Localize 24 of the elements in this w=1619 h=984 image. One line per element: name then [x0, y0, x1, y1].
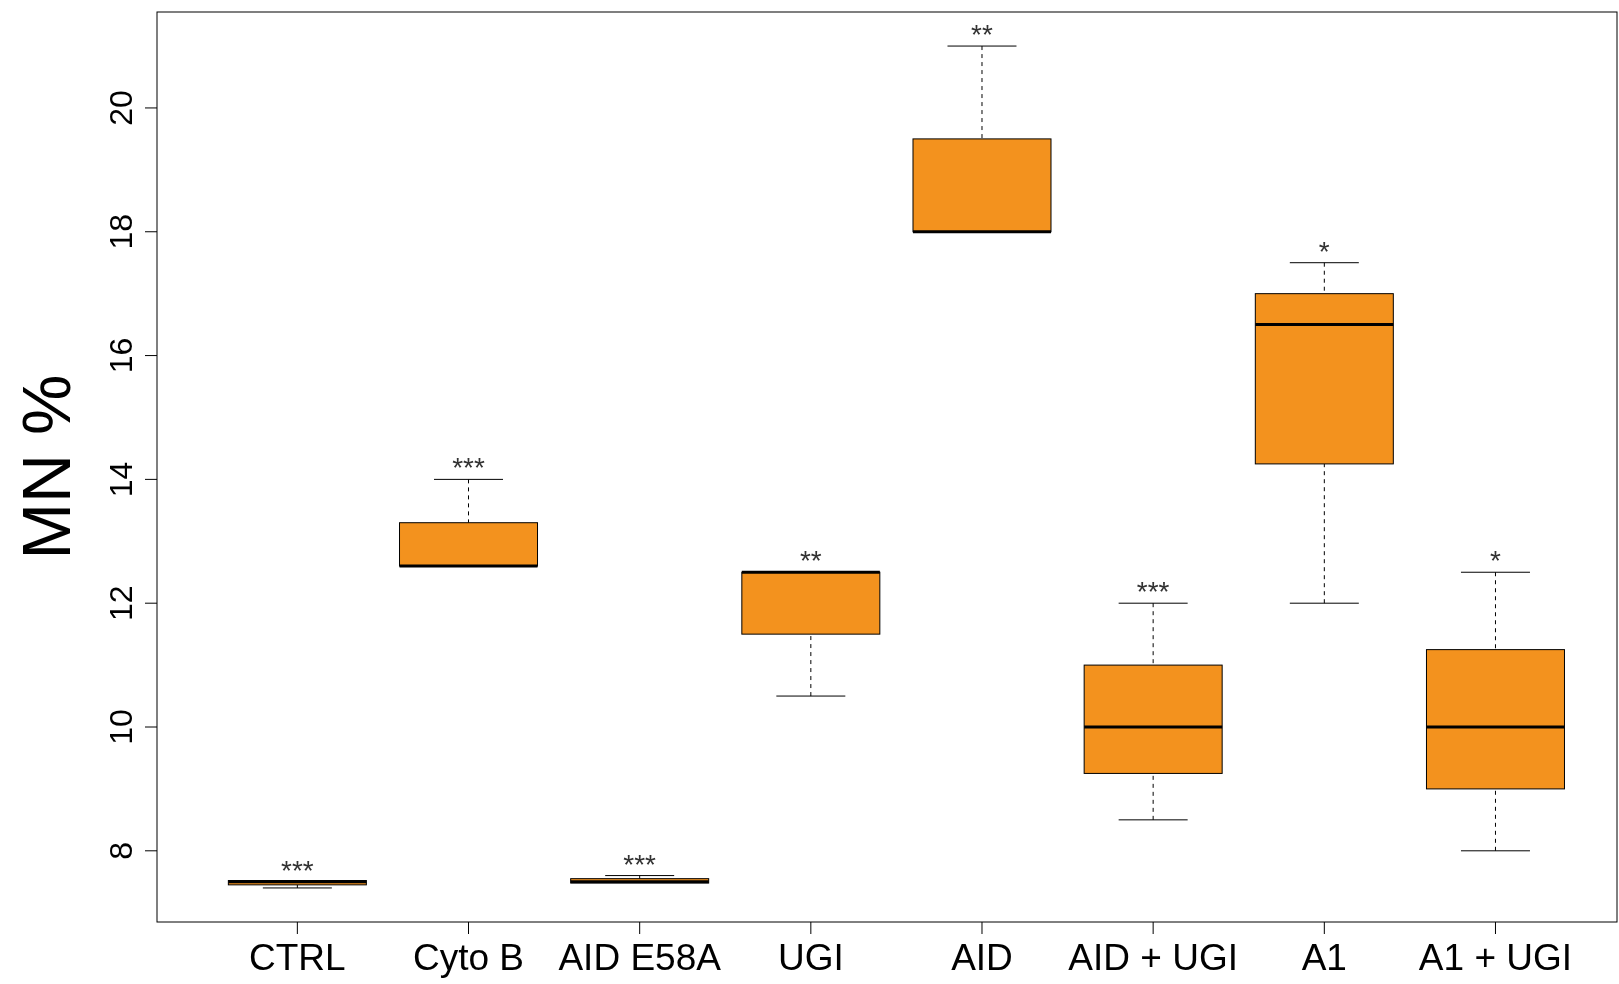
y-tick-label: 12	[103, 585, 139, 621]
annotation: *	[1490, 545, 1502, 577]
x-tick-label: AID E58A	[558, 937, 722, 978]
y-tick-label: 20	[103, 90, 139, 126]
y-axis-title: MN %	[8, 374, 84, 560]
annotation: **	[799, 545, 822, 577]
y-tick-label: 14	[103, 461, 139, 498]
x-tick-label: Cyto B	[412, 937, 525, 978]
annotation: ***	[1136, 576, 1170, 608]
y-tick-label: 16	[103, 337, 139, 374]
x-tick-label: AID + UGI	[1068, 937, 1238, 978]
x-tick-label: A1 + UGI	[1418, 937, 1573, 978]
y-tick-label: 10	[103, 709, 139, 745]
x-tick-label: UGI	[777, 937, 844, 978]
x-tick-label: CTRL	[249, 937, 346, 978]
y-tick-label: 8	[103, 841, 139, 860]
x-tick-label: A1	[1301, 937, 1347, 978]
annotation: *	[1318, 235, 1330, 267]
annotation: ***	[452, 452, 485, 484]
annotation: ***	[281, 854, 314, 886]
y-tick-label: 18	[103, 213, 139, 250]
annotation: **	[971, 19, 993, 51]
x-tick-label: AID	[951, 937, 1013, 978]
annotation: ***	[623, 848, 657, 880]
